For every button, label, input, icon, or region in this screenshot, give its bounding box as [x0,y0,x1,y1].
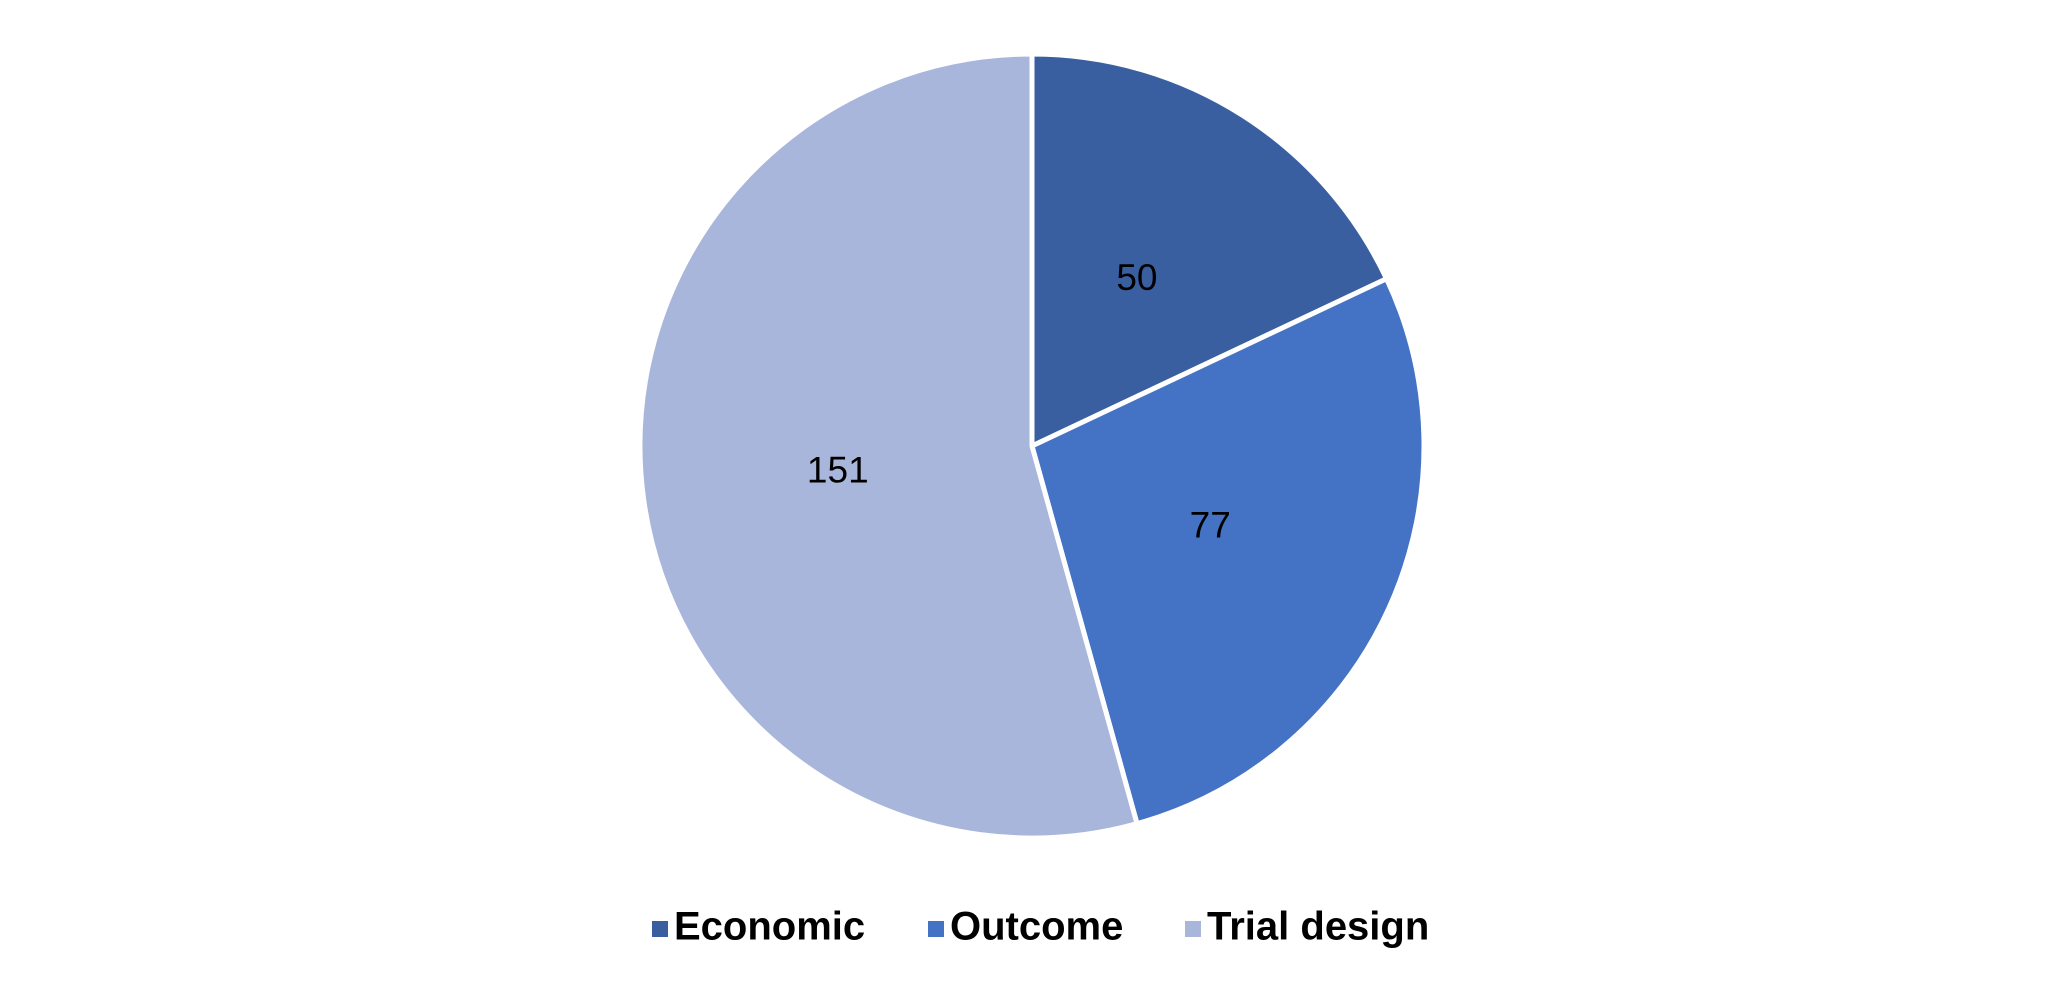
pie-slice [1029,51,1390,449]
legend-swatch [1185,921,1201,937]
pie-slice [637,51,1140,841]
legend-swatch [928,921,944,937]
legend-label: Trial design [1207,905,1429,949]
legend-swatch [652,921,668,937]
legend-label: Outcome [950,905,1123,949]
legend-label: Economic [674,905,865,949]
pie-slice [1029,276,1427,827]
data-label: 151 [807,449,869,490]
data-label: 50 [1116,257,1157,298]
data-label: 77 [1190,504,1231,545]
